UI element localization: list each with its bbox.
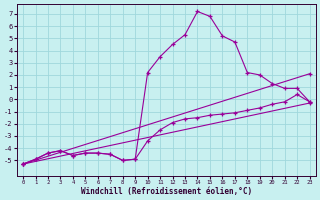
X-axis label: Windchill (Refroidissement éolien,°C): Windchill (Refroidissement éolien,°C) <box>81 187 252 196</box>
